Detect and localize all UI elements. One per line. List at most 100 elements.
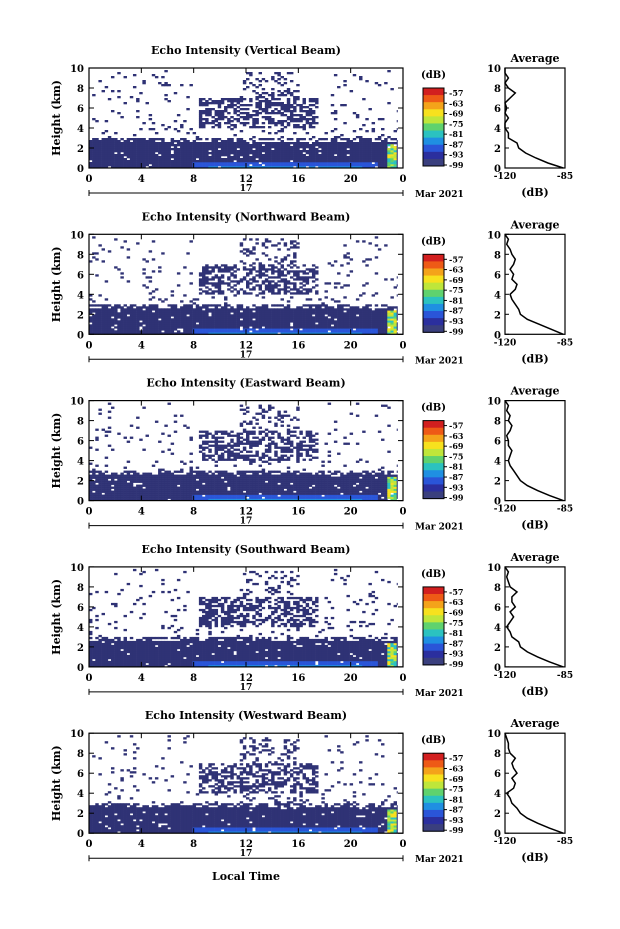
echo-cell <box>368 258 372 261</box>
echo-cell <box>230 124 234 127</box>
echo-cell <box>277 288 281 291</box>
echo-cell <box>183 152 187 155</box>
echo-cell <box>205 474 209 477</box>
echo-cell <box>227 276 231 279</box>
echo-cell <box>142 144 146 147</box>
echo-cell <box>214 488 219 491</box>
echo-cell <box>114 322 118 325</box>
echo-cell <box>164 496 168 499</box>
echo-cell <box>167 328 171 331</box>
echo-cell <box>236 142 241 145</box>
echo-cell <box>151 474 156 477</box>
echo-cell <box>205 486 209 489</box>
echo-cell <box>249 476 253 479</box>
echo-cell <box>220 440 225 443</box>
echo-cell <box>242 498 247 501</box>
echo-cell <box>371 142 376 145</box>
echo-cell <box>296 266 300 269</box>
echo-cell <box>214 142 219 145</box>
echo-cell <box>154 138 159 141</box>
echo-cell <box>286 264 291 267</box>
echo-cell <box>246 480 250 483</box>
echo-cell <box>267 126 272 129</box>
echo-cell <box>283 90 288 93</box>
echo-cell <box>365 316 369 319</box>
echo-cell <box>217 150 222 153</box>
echo-cell <box>296 308 300 311</box>
echo-cell <box>126 154 131 157</box>
echo-cell <box>242 496 247 499</box>
echo-cell <box>186 320 190 323</box>
echo-cell <box>164 318 168 321</box>
echo-cell <box>158 470 162 473</box>
echo-cell <box>158 482 162 485</box>
echo-cell <box>330 148 335 151</box>
echo-cell <box>368 312 372 315</box>
echo-cell <box>176 470 181 473</box>
echo-cell <box>343 244 347 247</box>
echo-cell <box>205 104 209 107</box>
echo-cell <box>107 250 112 253</box>
echo-cell <box>293 110 297 113</box>
echo-cell <box>161 316 165 319</box>
echo-cell <box>208 292 212 295</box>
echo-cell <box>390 156 394 159</box>
echo-cell <box>173 494 178 497</box>
echo-cell <box>374 148 379 151</box>
echo-cell <box>205 162 209 165</box>
echo-cell <box>154 132 159 135</box>
echo-cell <box>107 98 112 101</box>
echo-cell <box>220 486 225 489</box>
echo-cell <box>346 160 350 163</box>
echo-cell <box>249 162 253 165</box>
echo-cell <box>176 114 181 117</box>
echo-cell <box>318 156 322 159</box>
echo-cell <box>205 454 209 457</box>
echo-cell <box>258 102 262 105</box>
echo-cell <box>299 118 303 121</box>
echo-cell <box>158 146 162 149</box>
echo-cell <box>89 490 93 493</box>
echo-cell <box>126 486 131 489</box>
echo-cell <box>252 110 256 113</box>
echo-cell <box>101 162 105 165</box>
echo-cell <box>180 490 184 493</box>
echo-cell <box>148 138 153 141</box>
echo-cell <box>230 430 234 433</box>
echo-cell <box>214 304 219 307</box>
echo-cell <box>299 314 303 317</box>
echo-cell <box>308 304 313 307</box>
echo-cell <box>352 162 357 165</box>
echo-cell <box>148 328 153 331</box>
echo-cell <box>249 432 253 435</box>
echo-cell <box>377 160 382 163</box>
echo-cell <box>381 144 385 147</box>
echo-cell <box>393 156 398 159</box>
echo-cell <box>123 144 127 147</box>
echo-cell <box>139 484 143 487</box>
echo-cell <box>315 106 319 109</box>
echo-cell <box>220 482 225 485</box>
echo-cell <box>346 274 350 277</box>
echo-cell <box>308 314 313 317</box>
echo-cell <box>95 492 99 495</box>
echo-cell <box>302 312 306 315</box>
echo-cell <box>167 84 171 87</box>
echo-cell <box>377 152 382 155</box>
x-tick-label: 0 <box>400 174 407 185</box>
echo-cell <box>98 478 102 481</box>
echo-cell <box>233 464 237 467</box>
echo-cell <box>337 160 341 163</box>
echo-cell <box>220 312 225 315</box>
echo-cell <box>283 82 288 85</box>
echo-cell <box>384 148 388 151</box>
echo-cell <box>327 146 332 149</box>
echo-cell <box>180 474 184 477</box>
echo-cell <box>195 304 200 307</box>
echo-cell <box>343 152 347 155</box>
echo-cell <box>227 318 231 321</box>
echo-cell <box>198 156 203 159</box>
echo-cell <box>132 310 137 313</box>
echo-cell <box>255 452 259 455</box>
